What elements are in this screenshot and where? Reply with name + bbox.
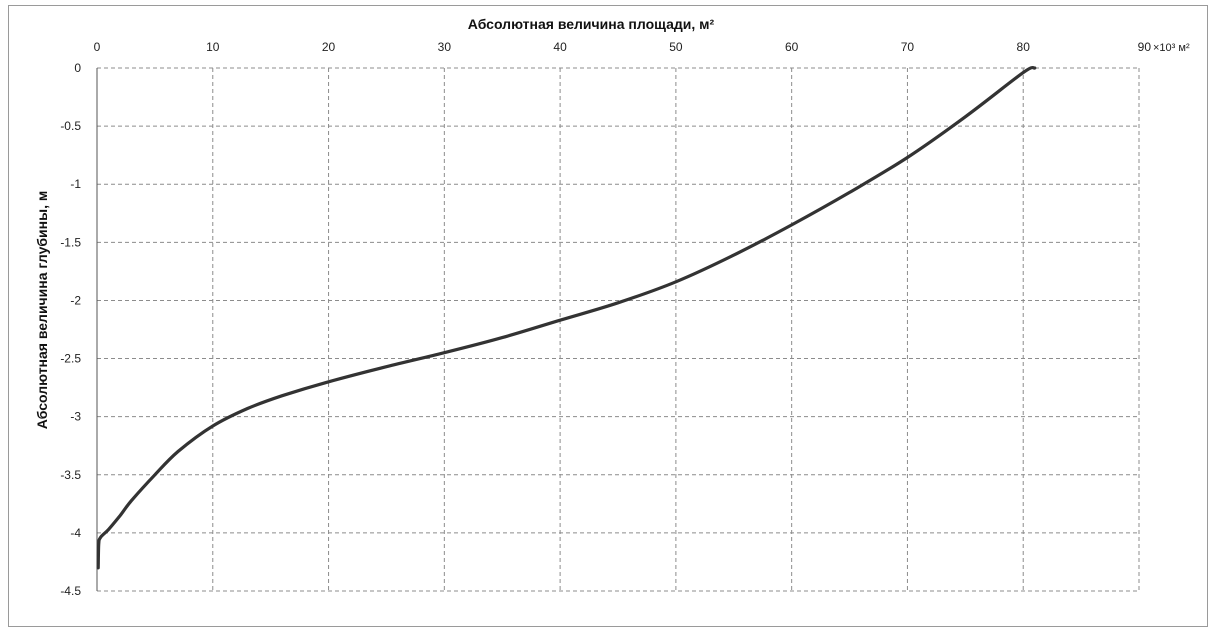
x-tick-label: 10 bbox=[206, 40, 220, 54]
x-tick-labels: 0 10 20 30 40 50 60 70 80 90 bbox=[94, 40, 1152, 54]
x-tick-label: 20 bbox=[322, 40, 336, 54]
x-tick-label: 0 bbox=[94, 40, 101, 54]
x-tick-label: 90 bbox=[1138, 40, 1152, 54]
grid bbox=[96, 67, 1140, 592]
series bbox=[96, 65, 1037, 570]
x-tick-label: 50 bbox=[669, 40, 683, 54]
y-tick-label: -3 bbox=[70, 410, 81, 424]
y-tick-label: -1.5 bbox=[60, 235, 81, 249]
series-line bbox=[96, 65, 1037, 570]
x-tick-label: 30 bbox=[438, 40, 452, 54]
y-tick-label: -0.5 bbox=[60, 119, 81, 133]
y-tick-labels: 0 -0.5 -1 -1.5 -2 -2.5 -3 -3.5 -4 -4.5 bbox=[60, 61, 81, 598]
x-tick-label: 60 bbox=[785, 40, 799, 54]
y-tick-label: -3.5 bbox=[60, 468, 81, 482]
y-tick-label: -4.5 bbox=[60, 584, 81, 598]
y-tick-label: -1 bbox=[70, 177, 81, 191]
x-tick-label: 40 bbox=[553, 40, 567, 54]
x-tick-label: 80 bbox=[1017, 40, 1031, 54]
x-tick-label: 70 bbox=[901, 40, 915, 54]
y-tick-label: -4 bbox=[70, 526, 81, 540]
y-tick-label: -2 bbox=[70, 293, 81, 307]
y-tick-label: 0 bbox=[74, 61, 81, 75]
depth-area-chart: 0 10 20 30 40 50 60 70 80 90 0 -0.5 -1 -1.5 -2 -2.5 -3 -… bbox=[34, 16, 1190, 598]
x-axis-title: Абсолютная величина площади, м² bbox=[468, 16, 715, 32]
y-tick-label: -2.5 bbox=[60, 352, 81, 366]
x-unit-label: ×10³ м² bbox=[1153, 42, 1190, 54]
y-axis-title: Абсолютная величина глубины, м bbox=[34, 191, 50, 429]
chart-frame: 0 10 20 30 40 50 60 70 80 90 0 -0.5 -1 -1.5 -2 -2.5 -3 -… bbox=[8, 5, 1208, 627]
